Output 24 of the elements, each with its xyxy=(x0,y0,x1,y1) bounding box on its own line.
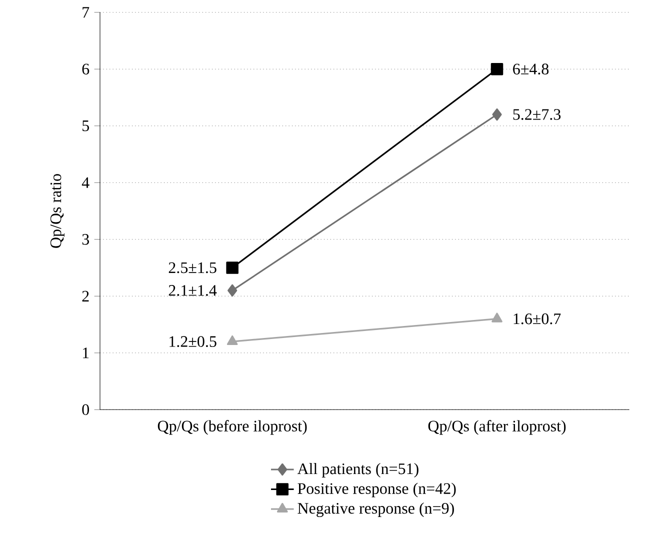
data-label: 6±4.8 xyxy=(513,64,549,75)
legend-label: All patients (n=51) xyxy=(297,462,418,478)
legend-label: Positive response (n=42) xyxy=(298,482,456,498)
y-tick-label: 0 xyxy=(82,404,89,416)
x-tick-label: Qp/Qs (after iloprost) xyxy=(428,420,566,435)
data-label: 1.2±0.5 xyxy=(170,336,216,347)
legend-label: Negative response (n=9) xyxy=(298,502,454,518)
y-tick-label: 3 xyxy=(82,234,89,245)
data-label: 5.2±7.3 xyxy=(513,109,561,120)
x-tick-label: Qp/Qs (before iloprost) xyxy=(158,420,307,435)
data-label: 2.5±1.5 xyxy=(168,262,216,274)
y-tick-label: 5 xyxy=(82,120,89,132)
y-tick-label: 7 xyxy=(82,7,90,18)
y-tick-label: 6 xyxy=(82,64,90,74)
point xyxy=(226,262,238,274)
point xyxy=(492,108,502,121)
y-tick-label: 4 xyxy=(82,177,90,188)
point xyxy=(228,284,238,297)
y-tick-label: 2 xyxy=(82,290,89,302)
point xyxy=(490,62,504,76)
y-axis-title: Qp/Qs ratio xyxy=(50,174,64,248)
data-label: 1.6±0.7 xyxy=(514,313,561,324)
y-tick-label: 1 xyxy=(83,348,89,358)
data-label: 2.1±1.4 xyxy=(168,285,217,296)
